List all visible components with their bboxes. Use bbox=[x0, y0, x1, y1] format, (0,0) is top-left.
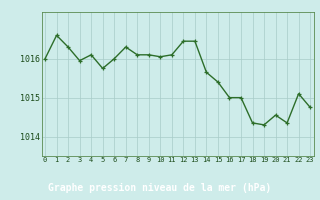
Text: Graphe pression niveau de la mer (hPa): Graphe pression niveau de la mer (hPa) bbox=[48, 183, 272, 193]
